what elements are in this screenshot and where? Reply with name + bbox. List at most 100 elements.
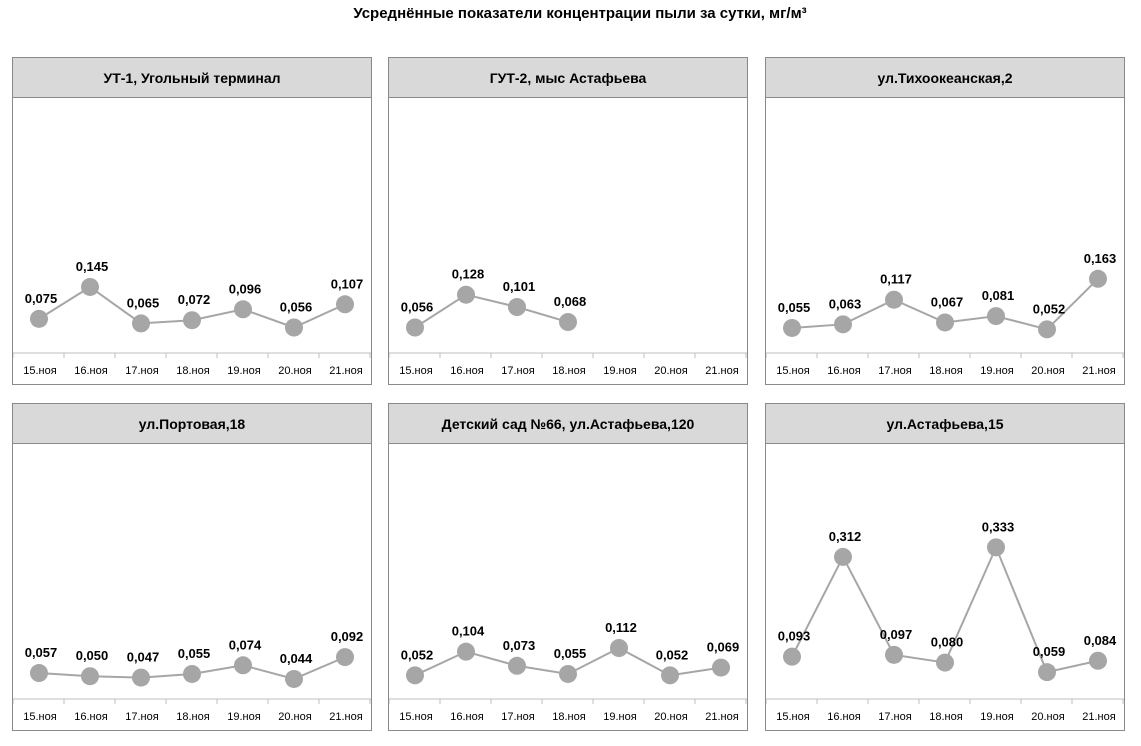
data-point	[1038, 663, 1056, 682]
x-tick-label: 20.ноя	[278, 711, 311, 723]
x-tick-label: 20.ноя	[1031, 711, 1064, 723]
chart-panel: ГУТ-2, мыс Астафьева 15.ноя 16.ноя 17.ноя 18…	[388, 57, 748, 385]
data-point	[132, 314, 150, 333]
x-tick-label: 19.ноя	[980, 365, 1013, 377]
data-label: 0,056	[401, 300, 434, 315]
x-tick-label: 21.ноя	[1082, 365, 1115, 377]
line-chart: 15.ноя 16.ноя 17.ноя 18.ноя 19.ноя 20.ноя 21.н…	[766, 251, 1124, 377]
data-point	[336, 295, 354, 314]
x-tick-label: 19.ноя	[227, 711, 260, 723]
data-label: 0,333	[982, 519, 1015, 534]
chart-panel: ул.Портовая,18 15.ноя 16.ноя 17.ноя 18.ноя 19…	[12, 403, 372, 731]
data-point	[336, 648, 354, 667]
data-point	[1038, 320, 1056, 339]
data-point	[559, 664, 577, 683]
data-label: 0,075	[25, 291, 58, 306]
data-point	[234, 300, 252, 319]
x-tick-label: 17.ноя	[878, 711, 911, 723]
chart-title: Детский сад №66, ул.Астафьева,120	[389, 404, 747, 444]
data-label: 0,072	[178, 292, 211, 307]
data-label: 0,081	[982, 288, 1015, 303]
data-point	[30, 664, 48, 683]
data-label: 0,073	[503, 638, 536, 653]
x-tick-label: 15.ноя	[399, 711, 432, 723]
chart-title: ул.Портовая,18	[13, 404, 371, 444]
chart-title: ул.Тихоокеанская,2	[766, 58, 1124, 98]
x-tick-label: 17.ноя	[125, 365, 158, 377]
data-label: 0,067	[931, 294, 964, 309]
x-tick-label: 18.ноя	[176, 711, 209, 723]
x-tick-label: 21.ноя	[705, 711, 738, 723]
data-point	[834, 315, 852, 334]
data-point	[285, 669, 303, 688]
data-label: 0,084	[1084, 633, 1117, 648]
line-chart: 15.ноя 16.ноя 17.ноя 18.ноя 19.ноя 20.ноя 21.н…	[13, 629, 371, 723]
data-label: 0,055	[178, 646, 211, 661]
x-tick-label: 15.ноя	[399, 365, 432, 377]
data-point	[406, 666, 424, 685]
x-tick-label: 20.ноя	[654, 711, 687, 723]
data-point	[559, 313, 577, 332]
data-label: 0,096	[229, 281, 262, 296]
x-tick-label: 16.ноя	[74, 365, 107, 377]
data-label: 0,055	[554, 646, 587, 661]
x-tick-label: 20.ноя	[278, 365, 311, 377]
chart-panel: УТ-1, Угольный терминал 15.ноя 16.ноя 17.но…	[12, 57, 372, 385]
data-point	[406, 318, 424, 337]
data-label: 0,145	[76, 259, 109, 274]
data-label: 0,069	[707, 640, 740, 655]
data-point	[987, 307, 1005, 326]
data-label: 0,047	[127, 650, 160, 665]
x-tick-label: 20.ноя	[1031, 365, 1064, 377]
line-chart: 15.ноя 16.ноя 17.ноя 18.ноя 19.ноя 20.ноя 21.н…	[389, 620, 747, 723]
x-tick-label: 15.ноя	[776, 711, 809, 723]
x-tick-label: 18.ноя	[552, 365, 585, 377]
x-tick-label: 18.ноя	[552, 711, 585, 723]
x-tick-label: 21.ноя	[329, 365, 362, 377]
chart-title: УТ-1, Угольный терминал	[13, 58, 371, 98]
x-tick-label: 18.ноя	[176, 365, 209, 377]
data-label: 0,052	[656, 647, 689, 662]
data-label: 0,052	[1033, 301, 1066, 316]
data-point	[936, 313, 954, 332]
chart-panel: ул.Тихоокеанская,2 15.ноя 16.ноя 17.ноя 18.н…	[765, 57, 1125, 385]
data-point	[81, 277, 99, 296]
data-point	[936, 653, 954, 672]
data-point	[132, 668, 150, 687]
x-tick-label: 19.ноя	[603, 365, 636, 377]
x-tick-label: 20.ноя	[654, 365, 687, 377]
data-label: 0,097	[880, 627, 913, 642]
data-point	[457, 285, 475, 304]
data-label: 0,052	[401, 647, 434, 662]
chart-panel: ул.Астафьева,15 15.ноя 16.ноя 17.ноя 18.ноя 1…	[765, 403, 1125, 731]
x-tick-label: 19.ноя	[227, 365, 260, 377]
data-label: 0,104	[452, 624, 485, 639]
data-label: 0,080	[931, 635, 964, 650]
chart-title: ул.Астафьева,15	[766, 404, 1124, 444]
x-tick-label: 16.ноя	[450, 365, 483, 377]
x-tick-label: 17.ноя	[501, 365, 534, 377]
data-label: 0,065	[127, 295, 160, 310]
data-label: 0,112	[605, 620, 637, 635]
series-line	[414, 293, 569, 329]
data-label: 0,093	[778, 629, 811, 644]
data-point	[1089, 651, 1107, 670]
data-point	[783, 647, 801, 666]
data-point	[661, 666, 679, 685]
x-tick-label: 16.ноя	[827, 711, 860, 723]
data-label: 0,059	[1033, 644, 1066, 659]
data-point	[234, 656, 252, 675]
data-label: 0,312	[829, 529, 862, 544]
x-tick-label: 21.ноя	[1082, 711, 1115, 723]
line-chart: 15.ноя 16.ноя 17.ноя 18.ноя 19.ноя 20.ноя 21.н…	[389, 267, 747, 377]
x-tick-label: 16.ноя	[827, 365, 860, 377]
data-label: 0,128	[452, 267, 485, 282]
x-tick-label: 17.ноя	[125, 711, 158, 723]
line-chart: 15.ноя 16.ноя 17.ноя 18.ноя 19.ноя 20.ноя 21.н…	[13, 259, 371, 377]
data-label: 0,092	[331, 629, 364, 644]
data-label: 0,163	[1084, 251, 1117, 266]
data-point	[885, 645, 903, 664]
chart-title: ГУТ-2, мыс Астафьева	[389, 58, 747, 98]
data-point	[285, 318, 303, 337]
x-tick-label: 19.ноя	[603, 711, 636, 723]
